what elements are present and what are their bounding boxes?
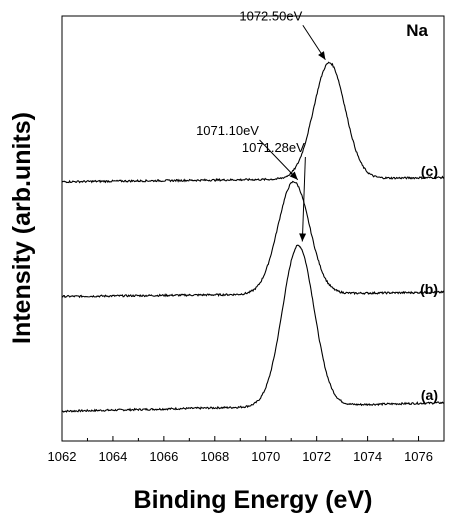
series-label: (b) (420, 281, 438, 297)
series-label: (a) (421, 387, 438, 403)
plot-frame (61, 15, 445, 442)
x-axis-title: Binding Energy (eV) (134, 486, 373, 514)
x-axis-ticks (61, 436, 420, 441)
curve-c (61, 61, 445, 184)
y-axis-title: Intensity (arb.units) (8, 112, 36, 344)
annotation-arrow (259, 139, 299, 181)
x-tick-label: 1068 (200, 449, 229, 464)
x-tick-label: 1062 (48, 449, 77, 464)
x-tick-label: 1064 (98, 449, 127, 464)
peak-annotation-label: 1072.50eV (239, 8, 302, 23)
peak-annotation-label: 1071.28eV (242, 140, 305, 155)
series-labels: (a) (b) (c) (420, 163, 438, 403)
peak-annotations: 1071.28eV 1071.10eV 1072.50eV (196, 8, 326, 242)
annotation-arrow (301, 156, 306, 242)
x-tick-label: 1072 (302, 449, 331, 464)
x-tick-label: 1076 (404, 449, 433, 464)
series-curves (61, 61, 445, 413)
x-tick-label: 1070 (251, 449, 280, 464)
x-tick-label: 1066 (149, 449, 178, 464)
element-label: Na (406, 21, 428, 40)
curve-a (61, 244, 445, 413)
curve-b (61, 180, 445, 299)
peak-annotation-label: 1071.10eV (196, 123, 259, 138)
x-tick-label: 1074 (353, 449, 382, 464)
x-axis-tick-labels: 1062 1064 1066 1068 1070 1072 1074 1076 (48, 449, 433, 464)
series-label: (c) (421, 163, 438, 179)
annotation-arrowhead (289, 171, 298, 180)
annotation-arrowhead (299, 233, 307, 242)
annotation-arrowhead (318, 51, 326, 60)
